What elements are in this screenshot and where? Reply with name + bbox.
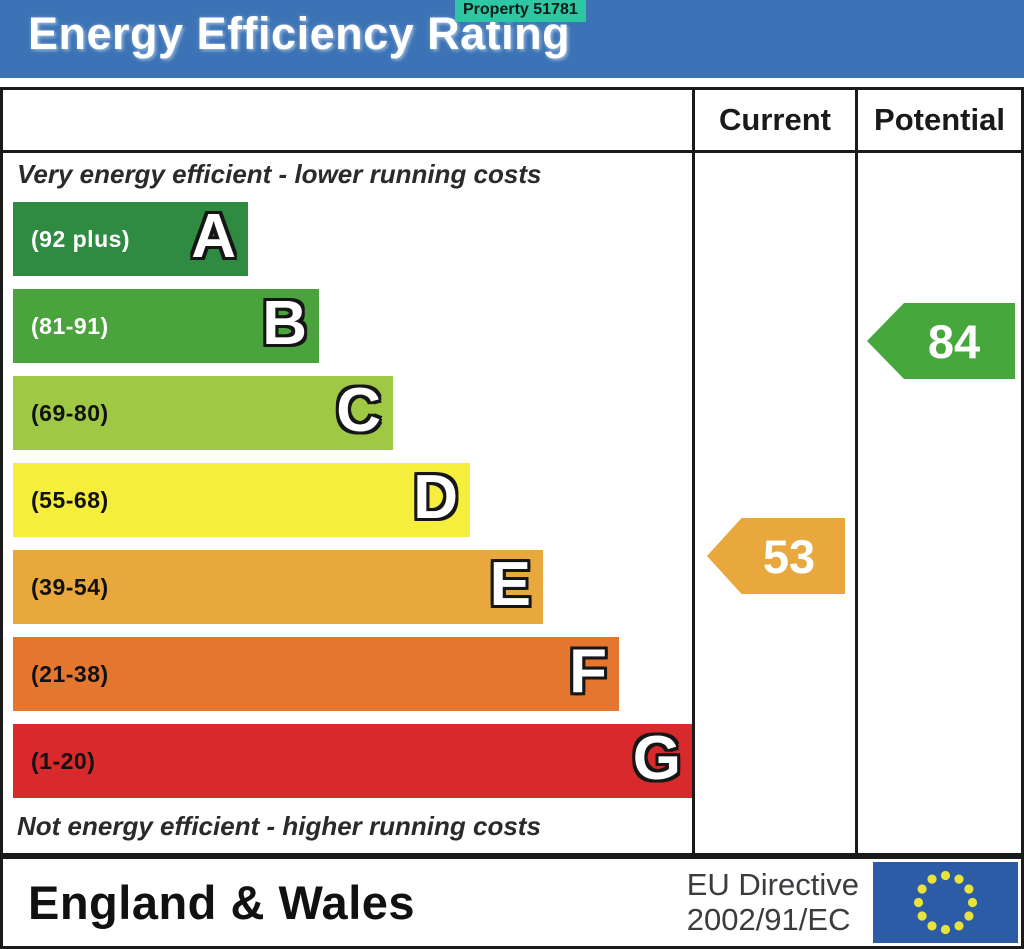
- band-letter: D: [413, 463, 458, 533]
- band-row-d: (55-68) D: [13, 463, 470, 537]
- rating-table: Current Potential Very energy efficient …: [0, 87, 1024, 856]
- band-letter: B: [262, 289, 307, 359]
- potential-rating-cell: 84: [858, 153, 1021, 853]
- band-letter: C: [336, 376, 381, 446]
- band-letter: E: [489, 550, 531, 620]
- band-chart: Very energy efficient - lower running co…: [3, 153, 695, 853]
- property-id-badge: Property 51781: [455, 0, 586, 22]
- eu-directive-label: EU Directive 2002/91/EC: [686, 866, 859, 937]
- current-rating-value: 53: [762, 529, 816, 583]
- current-rating-arrow: 53: [707, 518, 845, 594]
- caption-not-efficient: Not energy efficient - higher running co…: [17, 811, 541, 841]
- eu-directive-line2: 2002/91/EC: [686, 901, 851, 937]
- band-range-label: (1-20): [31, 747, 96, 774]
- potential-column-header: Potential: [858, 90, 1021, 153]
- eu-flag-icon: [873, 862, 1018, 943]
- current-rating-cell: 53: [695, 153, 858, 853]
- band-row-g: (1-20) G: [13, 724, 692, 798]
- potential-rating-arrow: 84: [867, 303, 1015, 379]
- band-range-label: (81-91): [31, 312, 109, 339]
- band-range-label: (21-38): [31, 660, 109, 687]
- band-row-e: (39-54) E: [13, 550, 543, 624]
- band-range-label: (69-80): [31, 399, 109, 426]
- band-range-label: (39-54): [31, 573, 109, 600]
- band-letter: F: [569, 637, 607, 707]
- band-rows: (92 plus) A (81-91) B (69-80) C (55-68) D (39-54…: [3, 202, 692, 798]
- band-range-label: (92 plus): [31, 225, 131, 252]
- band-row-c: (69-80) C: [13, 376, 393, 450]
- title-bar: Energy Efficiency Rating Property 51781: [0, 0, 1024, 78]
- current-column-header: Current: [695, 90, 858, 153]
- footer: England & Wales EU Directive 2002/91/EC: [0, 856, 1024, 949]
- band-row-a: (92 plus) A: [13, 202, 248, 276]
- band-letter: A: [191, 202, 236, 272]
- band-letter: G: [632, 724, 681, 794]
- caption-very-efficient: Very energy efficient - lower running co…: [17, 159, 542, 189]
- table-corner-cell: [3, 90, 695, 153]
- region-label: England & Wales: [28, 876, 416, 929]
- eu-directive-line1: EU Directive: [686, 866, 859, 902]
- band-row-f: (21-38) F: [13, 637, 619, 711]
- potential-rating-value: 84: [927, 314, 981, 368]
- band-row-b: (81-91) B: [13, 289, 319, 363]
- band-range-label: (55-68): [31, 486, 109, 513]
